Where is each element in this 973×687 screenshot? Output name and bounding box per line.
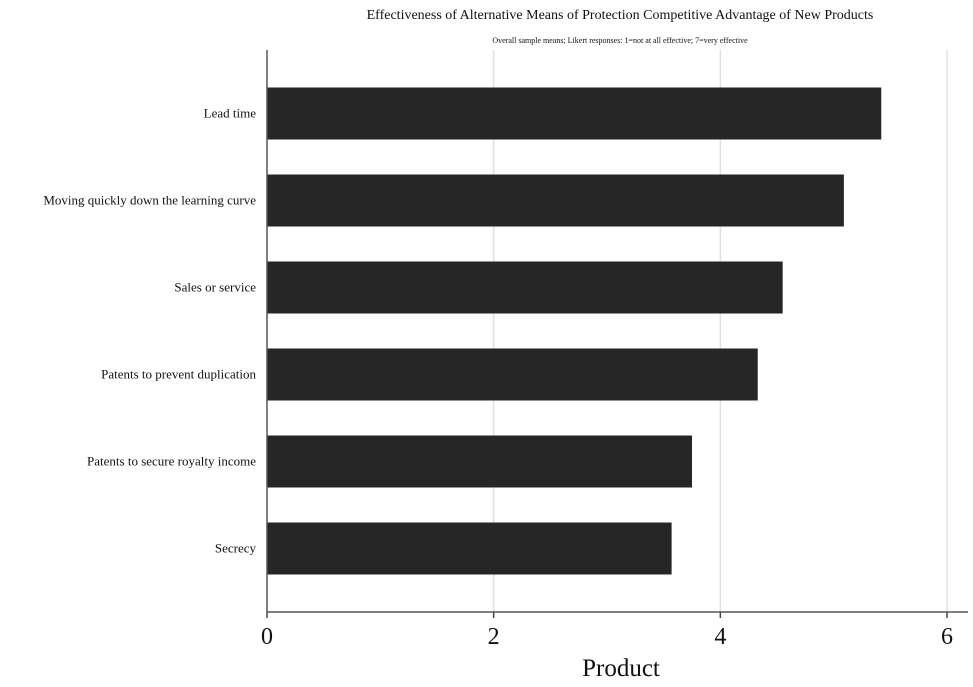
- category-label: Patents to secure royalty income: [87, 454, 256, 469]
- bar: [267, 348, 758, 401]
- labels: 0 2 4 6 Lead time Moving quickly down the lea…: [43, 106, 953, 651]
- x-tick-label: 6: [941, 624, 953, 650]
- bar: [267, 87, 882, 140]
- category-label: Patents to prevent duplication: [101, 367, 256, 382]
- category-label: Moving quickly down the learning curve: [43, 193, 256, 208]
- x-tick-label: 0: [261, 624, 273, 650]
- bar: [267, 261, 783, 314]
- bar: [267, 522, 672, 575]
- bars: [267, 87, 882, 575]
- bar: [267, 435, 692, 488]
- bar: [267, 174, 844, 227]
- category-label: Lead time: [204, 106, 257, 121]
- chart-subtitle: Overall sample means; Likert responses: …: [492, 36, 748, 45]
- x-tick-label: 2: [488, 624, 500, 650]
- chart-title: Effectiveness of Alternative Means of Pr…: [366, 8, 874, 23]
- category-label: Secrecy: [215, 541, 257, 556]
- x-axis-title: Product: [582, 655, 660, 682]
- grid-lines: [492, 50, 948, 612]
- axes: [266, 50, 968, 618]
- x-tick-label: 4: [714, 624, 726, 650]
- category-label: Sales or service: [174, 280, 256, 295]
